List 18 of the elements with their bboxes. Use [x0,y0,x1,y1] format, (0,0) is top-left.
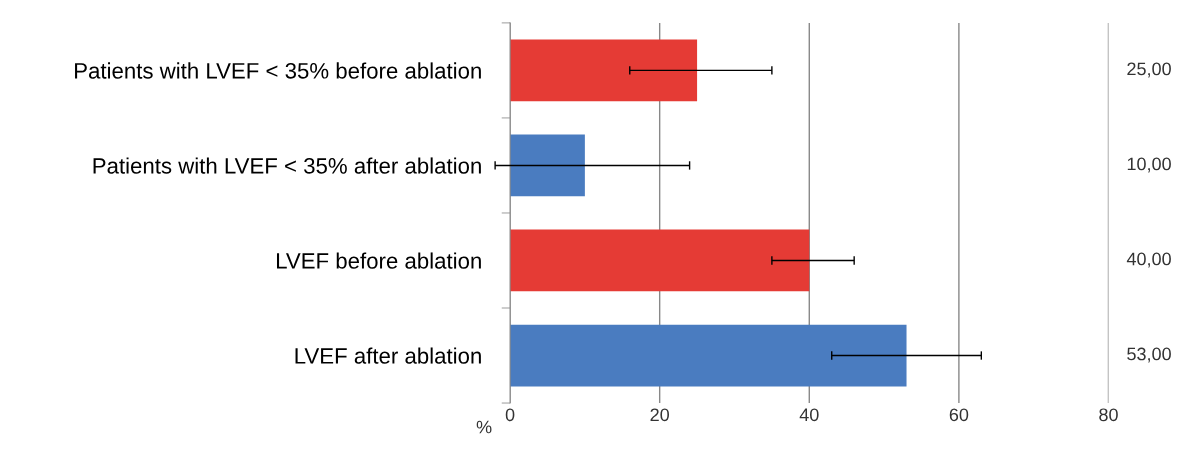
y-tick-label: LVEF after ablation [295,347,481,364]
data-label: 25,00 [1127,62,1171,78]
x-tick-label: 80 [1099,408,1118,422]
data-label: 40,00 [1126,252,1171,268]
x-axis-title: % [476,420,492,434]
y-tick-label: Patients with LVEF < 35% before ablation [75,62,481,79]
x-tick-label: 60 [949,408,969,422]
x-tick-label: 20 [650,408,670,422]
data-label: 10,00 [1127,157,1171,173]
x-tick-label: 0 [505,408,515,422]
bar [510,229,810,292]
bar [510,39,698,102]
data-label: 53,00 [1127,347,1171,363]
x-tick-label: 40 [799,408,819,422]
bar [510,324,907,387]
bar [510,134,585,197]
y-tick-label: Patients with LVEF < 35% after ablation [93,157,481,174]
y-tick-label: LVEF before ablation [276,252,481,269]
